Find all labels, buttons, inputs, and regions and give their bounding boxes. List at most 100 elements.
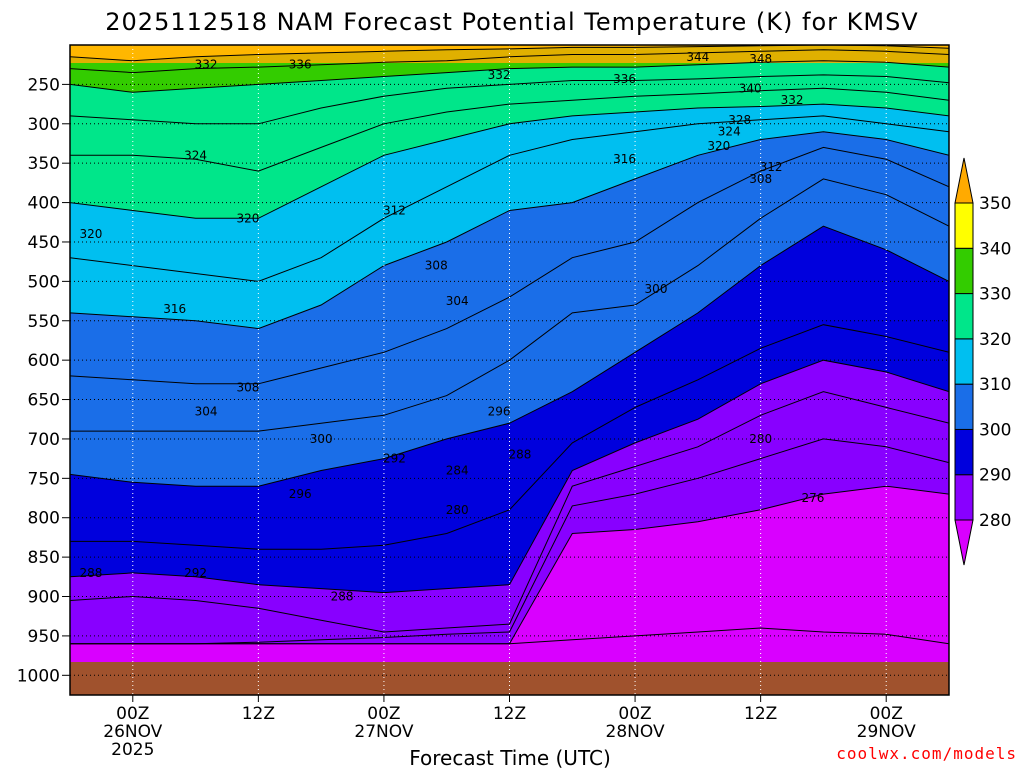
y-tick-label: 900 xyxy=(28,588,60,608)
isentrope-316 xyxy=(70,115,949,282)
isentrope-332 xyxy=(70,60,949,93)
isentrope-284 xyxy=(70,438,949,645)
colorbar-segment xyxy=(954,338,974,385)
x-axis-label: Forecast Time (UTC) xyxy=(409,746,611,768)
x-tick-label: 00Z xyxy=(870,704,903,724)
colorbar-label: 340 xyxy=(979,239,1011,259)
contour-label: 300 xyxy=(310,432,333,446)
theta-band-316 xyxy=(70,104,949,282)
contour-label: 308 xyxy=(749,172,772,186)
y-tick-label: 650 xyxy=(28,391,60,411)
contour-label: 308 xyxy=(425,259,448,273)
colorbar-segment xyxy=(954,293,974,340)
y-tick-label: 250 xyxy=(28,75,60,95)
y-tick-label: 300 xyxy=(28,115,60,135)
contour-label: 304 xyxy=(446,294,469,308)
colorbar: 280 290 300 310 320 330 340 350 xyxy=(954,157,1011,566)
theta-band-280 xyxy=(70,438,949,644)
theta-band-288 xyxy=(70,360,949,632)
colorbar-segment xyxy=(954,474,974,521)
theta-band-320 xyxy=(70,88,949,219)
contour-label: 328 xyxy=(728,113,751,127)
contour-label: 288 xyxy=(331,590,354,604)
contour-label: 304 xyxy=(195,404,218,418)
x-tick-label: 12Z xyxy=(242,704,275,724)
contour-label: 280 xyxy=(446,503,469,517)
isentrope-304 xyxy=(70,178,949,432)
theta-band-276 xyxy=(70,486,949,644)
contour-label: 336 xyxy=(613,72,636,86)
colorbar-over-arrow xyxy=(954,157,974,204)
x-tick-label: 00Z xyxy=(367,704,400,724)
contour-label: 292 xyxy=(184,566,207,580)
colorbar-label: 310 xyxy=(979,375,1011,395)
contour-label: 296 xyxy=(289,487,312,501)
y-axis: 250 300 350 400 450 500 550 600 650 700 750 800 850 9… xyxy=(17,75,70,686)
y-tick-label: 450 xyxy=(28,233,60,253)
theta-fill-layer xyxy=(70,45,949,695)
y-tick-label: 600 xyxy=(28,351,60,371)
isentrope-292 xyxy=(70,359,949,594)
y-tick-label: 400 xyxy=(28,194,60,214)
y-tick-label: 800 xyxy=(28,509,60,529)
isentrope-324 xyxy=(70,87,949,172)
theta-band-324 xyxy=(70,74,949,172)
colorbar-label: 300 xyxy=(979,420,1011,440)
contour-label: 276 xyxy=(802,491,825,505)
theta-band-292 xyxy=(70,324,949,593)
grid-layer xyxy=(70,45,949,695)
theta-band-312 xyxy=(70,115,949,329)
colorbar-label: 350 xyxy=(979,194,1011,214)
contour-label: 348 xyxy=(749,52,772,66)
x-tick-label: 00Z xyxy=(116,704,149,724)
contour-label: 316 xyxy=(163,302,186,316)
contour-label: 344 xyxy=(686,50,709,64)
y-tick-label: 850 xyxy=(28,548,60,568)
contour-label: 320 xyxy=(707,139,730,153)
theta-band-304 xyxy=(70,147,949,432)
isentrope-300 xyxy=(70,225,949,487)
x-tick-label: 29NOV xyxy=(857,722,916,742)
y-tick-label: 500 xyxy=(28,272,60,292)
isentrope-328 xyxy=(70,74,949,125)
x-tick-label: 28NOV xyxy=(606,722,665,742)
contour-label: 332 xyxy=(781,93,804,107)
contour-label: 340 xyxy=(739,81,762,95)
isentrope-320 xyxy=(70,103,949,219)
colorbar-segment xyxy=(954,247,974,295)
contour-label: 332 xyxy=(195,58,218,72)
contour-label: 312 xyxy=(383,203,406,217)
contour-label: 280 xyxy=(749,432,772,446)
contour-label: 296 xyxy=(488,404,511,418)
chart-title: 2025112518 NAM Forecast Potential Temper… xyxy=(105,8,918,36)
colorbar-segment xyxy=(954,383,974,430)
x-tick-label: 12Z xyxy=(744,704,777,724)
y-tick-label: 350 xyxy=(28,154,60,174)
x-tick-label: 12Z xyxy=(493,704,526,724)
terrain-ground xyxy=(70,662,949,695)
contour-label: 316 xyxy=(613,152,636,166)
colorbar-under-arrow xyxy=(954,519,974,566)
contour-label: 312 xyxy=(760,160,783,174)
y-tick-label: 700 xyxy=(28,430,60,450)
y-tick-label: 1000 xyxy=(17,666,60,686)
colorbar-label: 330 xyxy=(979,285,1011,305)
contour-label: 308 xyxy=(236,381,259,395)
colorbar-segment xyxy=(954,202,974,249)
contour-label: 324 xyxy=(184,148,207,162)
colorbar-label: 320 xyxy=(979,330,1011,350)
isentrope-336 xyxy=(70,49,949,74)
credit-link[interactable]: coolwx.com/models xyxy=(836,744,1017,763)
contour-label: 288 xyxy=(79,566,102,580)
isentrope-312 xyxy=(70,131,949,330)
contour-label: 284 xyxy=(446,463,469,477)
contour-label: 288 xyxy=(509,448,532,462)
contour-label: 292 xyxy=(383,452,406,466)
theta-band-328 xyxy=(70,60,949,124)
contour-label: 320 xyxy=(236,211,259,225)
contour-label: 332 xyxy=(488,68,511,82)
